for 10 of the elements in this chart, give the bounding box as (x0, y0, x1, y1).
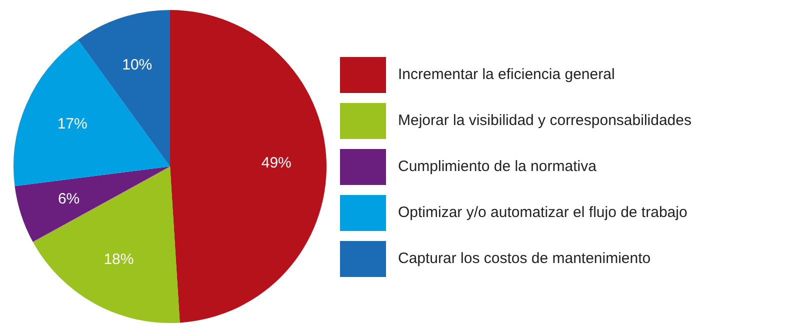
data-label: 17% (57, 115, 88, 132)
data-label: 49% (261, 154, 292, 172)
data-label: 10% (122, 56, 152, 74)
data-label: 18% (104, 250, 134, 268)
data-label: 6% (58, 190, 80, 208)
legend-label: Optimizar y/o automatizar el flujo de trabajo (398, 204, 688, 221)
legend-label: Mejorar la visibilidad y corresponsabilidades (398, 112, 692, 129)
legend-label: Incrementar la eficiencia general (398, 66, 615, 83)
legend-label: Capturar los costos de mantenimiento (398, 250, 651, 267)
legend-label: Cumplimiento de la normativa (398, 158, 596, 175)
